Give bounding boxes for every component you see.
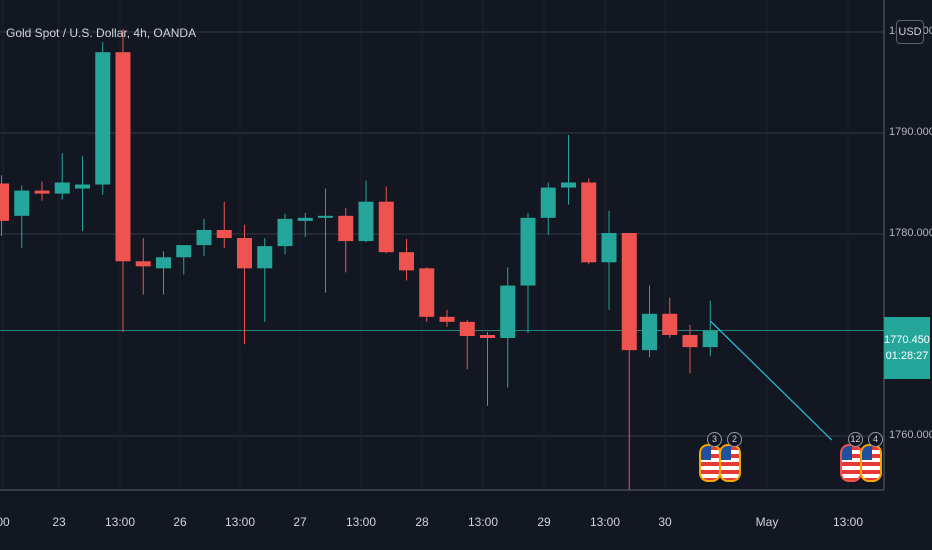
event-count-badge: 4 [868,432,883,447]
candle-body [581,182,597,263]
candle-body [480,335,495,339]
candle-body [540,187,556,218]
candle-body [14,190,30,216]
candle-body [459,321,475,337]
candle-body [196,229,212,246]
time-axis-label: 13:00 [832,515,864,529]
event-count-badge: 12 [848,432,863,447]
us-flag-icon [860,444,882,482]
event-marker[interactable]: 4 [860,432,883,484]
currency-button[interactable]: USD [896,20,924,44]
candle-body [601,232,617,263]
candle-body [621,232,637,351]
candle-body [642,313,657,351]
candle-body [378,201,394,253]
candle-body [439,316,455,322]
time-axis-label: 13:00 [104,515,136,529]
candle-body [520,217,536,286]
time-axis-label: 28 [415,515,429,529]
trendline-segment[interactable] [709,320,833,441]
candle-body [0,183,9,221]
candle-body [702,330,718,348]
candle-body [257,246,273,269]
candle-body [237,238,252,269]
price-axis-label: 1780.000 [889,227,932,239]
event-count-badge: 2 [727,432,742,447]
time-axis-label: 30 [658,515,672,529]
time-axis-label: 13:00 [467,515,499,529]
time-axis-label: 13:00 [224,515,256,529]
candle-body [419,268,435,317]
candle-body [54,182,70,194]
candle-body [75,184,90,189]
candle-body [358,201,374,242]
candle-body [95,52,111,185]
us-flag-icon [840,444,862,482]
time-axis-label: May [755,515,779,529]
candle-body [682,335,698,348]
time-axis-label: 13:00 [345,515,377,529]
symbol-title[interactable]: Gold Spot / U.S. Dollar, 4h, OANDA [6,26,197,40]
candle-body [399,252,414,271]
price-axis-label: 1790.000 [889,126,932,138]
us-flag-icon [719,444,741,482]
event-marker[interactable]: 2 [719,432,742,484]
time-axis-label: 27 [293,515,307,529]
event-count-badge: 3 [707,432,722,447]
candle-body [115,52,131,262]
time-axis-label: 29 [537,515,551,529]
candle-body [176,245,192,258]
candle-body [216,229,232,239]
time-axis-label: 26 [173,515,187,529]
event-marker[interactable]: 12 [840,432,863,484]
candle-body [277,218,293,247]
candle-body [318,215,333,218]
trendline[interactable] [709,320,833,441]
candle-body [135,261,151,267]
candles [0,28,718,491]
candle-body [338,215,354,242]
candle-body [297,217,313,221]
candle-body [500,285,516,339]
candle-body [662,313,678,335]
current-price: 1770.450 [884,334,930,346]
us-flag-icon [699,444,721,482]
candle-body [34,190,50,194]
current-price-tag: 1770.450 01:28:27 [884,317,930,379]
bar-countdown: 01:28:27 [885,350,929,362]
candle-body [561,182,576,188]
grid [0,0,884,490]
event-marker[interactable]: 3 [699,432,722,484]
time-axis-label: 00 [0,515,10,529]
time-axis-label: 13:00 [589,515,621,529]
price-axis-label: 1760.000 [889,429,932,441]
time-axis-label: 23 [52,515,66,529]
candle-body [156,257,171,269]
